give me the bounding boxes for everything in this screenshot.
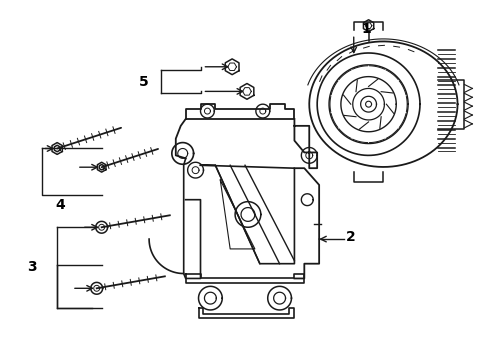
- Text: 5: 5: [139, 75, 149, 89]
- Text: 2: 2: [345, 230, 355, 244]
- Text: 3: 3: [27, 260, 37, 274]
- Text: 1: 1: [361, 22, 371, 36]
- Text: 4: 4: [55, 198, 65, 212]
